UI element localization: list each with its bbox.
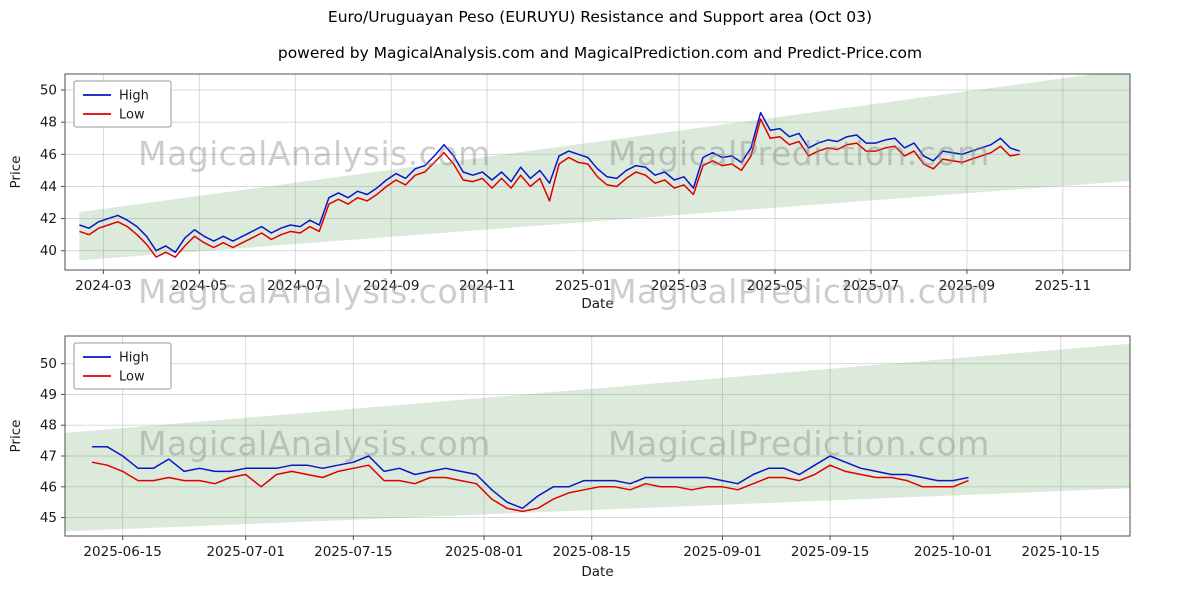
svg-text:2025-11: 2025-11: [1035, 278, 1091, 294]
svg-text:2025-10-15: 2025-10-15: [1022, 544, 1100, 560]
svg-text:Price: Price: [8, 420, 24, 453]
svg-text:46: 46: [40, 479, 57, 495]
figure-subtitle: powered by MagicalAnalysis.com and Magic…: [277, 44, 923, 62]
svg-text:2025-05: 2025-05: [747, 278, 803, 294]
svg-text:50: 50: [40, 83, 57, 99]
svg-text:48: 48: [40, 418, 57, 434]
svg-text:2025-09-01: 2025-09-01: [683, 544, 761, 560]
svg-text:49: 49: [40, 387, 57, 403]
figure-title: Euro/Uruguayan Peso (EURUYU) Resistance …: [327, 8, 873, 26]
svg-text:2024-05: 2024-05: [171, 278, 227, 294]
svg-text:2025-09: 2025-09: [939, 278, 995, 294]
svg-text:45: 45: [40, 510, 57, 526]
svg-text:Date: Date: [581, 564, 613, 580]
svg-text:2025-01: 2025-01: [555, 278, 611, 294]
svg-text:50: 50: [40, 356, 57, 372]
svg-text:2025-07: 2025-07: [843, 278, 899, 294]
top-price-chart: 2024-03 2024-05 2024-07 2024-09 2024-11 2025-…: [8, 73, 1131, 312]
svg-text:2025-03: 2025-03: [651, 278, 707, 294]
svg-text:48: 48: [40, 115, 57, 131]
svg-text:High: High: [119, 89, 149, 104]
svg-text:47: 47: [40, 449, 57, 465]
svg-text:High: High: [119, 351, 149, 366]
bottom-price-chart: 2025-06-15 2025-07-01 2025-07-15 2025-08-01…: [8, 335, 1131, 580]
svg-text:2025-07-15: 2025-07-15: [314, 544, 392, 560]
svg-text:46: 46: [40, 147, 57, 163]
svg-text:Low: Low: [119, 108, 145, 123]
svg-text:Low: Low: [119, 370, 145, 385]
svg-text:2024-09: 2024-09: [363, 278, 419, 294]
svg-text:2024-03: 2024-03: [75, 278, 131, 294]
svg-text:2025-10-01: 2025-10-01: [914, 544, 992, 560]
svg-text:Date: Date: [581, 296, 613, 312]
svg-text:40: 40: [40, 243, 57, 259]
svg-text:2025-08-01: 2025-08-01: [445, 544, 523, 560]
svg-text:2024-11: 2024-11: [459, 278, 515, 294]
svg-text:Price: Price: [8, 156, 24, 189]
svg-text:44: 44: [40, 179, 57, 195]
svg-text:2024-07: 2024-07: [267, 278, 323, 294]
svg-text:2025-07-01: 2025-07-01: [206, 544, 284, 560]
svg-text:2025-09-15: 2025-09-15: [791, 544, 869, 560]
svg-text:42: 42: [40, 211, 57, 227]
svg-text:2025-06-15: 2025-06-15: [83, 544, 161, 560]
svg-text:2025-08-15: 2025-08-15: [552, 544, 630, 560]
